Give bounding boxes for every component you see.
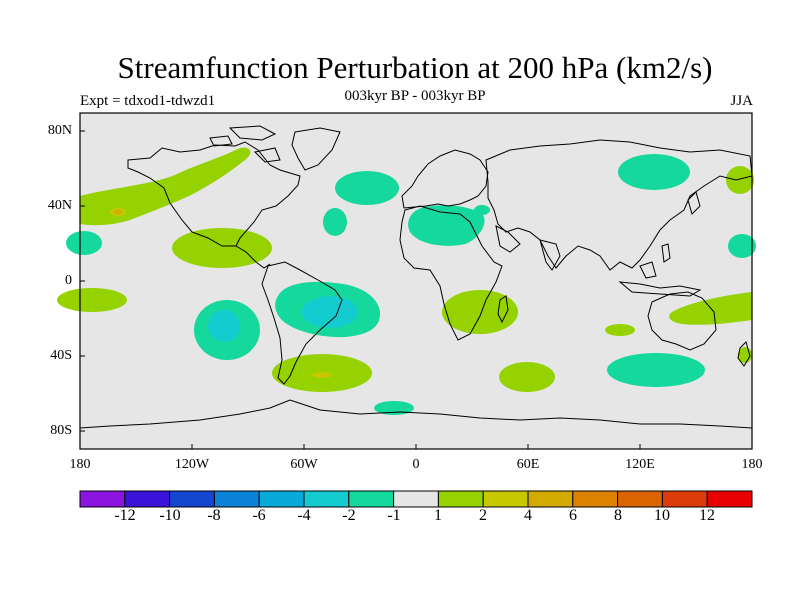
colorbar-label: 4: [524, 507, 532, 524]
colorbar-box-3: [169, 490, 215, 508]
x-tick-label: 120E: [625, 457, 655, 472]
y-tick-label: 40S: [50, 348, 72, 363]
contour-region: [114, 209, 122, 215]
contour-region: [208, 310, 240, 342]
contour-region: [172, 228, 272, 268]
y-tick-label: 0: [65, 273, 72, 288]
colorbar: [79, 490, 753, 508]
colorbar-box-14: [661, 490, 708, 508]
colorbar-label: 1: [434, 507, 442, 524]
coastline-madagascar: [497, 295, 509, 324]
colorbar-box-15: [706, 490, 753, 508]
contour-region: [335, 171, 399, 205]
colorbar-label: 10: [654, 507, 670, 524]
colorbar-box-5: [258, 490, 305, 508]
colorbar-label: -4: [297, 507, 311, 524]
coastline-indonesia: [618, 261, 702, 297]
y-tick-label: 40N: [47, 198, 72, 213]
colorbar-box-13: [617, 490, 663, 508]
colorbar-label: -6: [252, 507, 266, 524]
coastline-japan: [687, 191, 701, 215]
contour-region: [374, 401, 414, 415]
coastline-asia: [485, 139, 753, 271]
colorbar-label: -12: [114, 507, 136, 524]
coastline-europe: [401, 149, 489, 209]
contour-region: [726, 166, 754, 194]
coastline-greenland: [291, 127, 341, 171]
contour-fills: [57, 147, 756, 415]
contour-region: [607, 353, 705, 387]
contour-region: [66, 231, 102, 255]
coastline-arctic-islands: [209, 125, 281, 163]
colorbar-box-6: [303, 490, 350, 508]
coastline-india: [539, 239, 561, 271]
contour-region: [499, 362, 555, 392]
contour-region: [442, 290, 518, 334]
colorbar-label: 2: [479, 507, 487, 524]
y-tick-label: 80S: [50, 423, 72, 438]
colorbar-label: 12: [699, 507, 715, 524]
contour-region: [408, 205, 485, 246]
colorbar-label: -10: [159, 507, 181, 524]
coastline-new-zealand: [737, 341, 751, 367]
axis-ticks: [79, 130, 753, 449]
coastline-north-america: [127, 141, 301, 247]
colorbar-label: -8: [207, 507, 221, 524]
coastline-arabia: [495, 225, 521, 253]
colorbar-label: -1: [387, 507, 401, 524]
coastline-australia: [647, 291, 717, 351]
x-tick-label: 180: [69, 457, 91, 472]
contour-region: [618, 154, 690, 190]
colorbar-box-1: [79, 490, 126, 508]
colorbar-box-2: [124, 490, 171, 508]
contour-region: [57, 288, 127, 312]
colorbar-box-10: [482, 490, 529, 508]
x-tick-label: 60W: [290, 457, 318, 472]
colorbar-label: 8: [614, 507, 622, 524]
colorbar-box-9: [437, 490, 484, 508]
contour-region: [474, 205, 490, 215]
colorbar-box-11: [527, 490, 574, 508]
coastline-south-america: [261, 261, 343, 385]
colorbar-box-8: [393, 490, 439, 508]
colorbar-label: -2: [342, 507, 356, 524]
contour-region: [312, 372, 332, 378]
coastline-africa: [399, 205, 503, 341]
plot-title: Streamfunction Perturbation at 200 hPa (…: [117, 50, 713, 85]
coastlines: [79, 125, 753, 429]
contour-region: [323, 208, 347, 236]
coastline-central-america: [235, 245, 271, 269]
contour-region: [728, 234, 756, 258]
colorbar-box-12: [572, 490, 619, 508]
coastline-antarctica: [79, 399, 753, 429]
x-tick-label: 60E: [516, 457, 540, 472]
contour-region: [80, 147, 251, 226]
x-tick-label: 180: [741, 457, 763, 472]
contour-region: [605, 324, 635, 336]
colorbar-label: 6: [569, 507, 577, 524]
x-tick-label: 120W: [174, 457, 210, 472]
experiment-label: Expt = tdxod1-tdwzd1: [80, 93, 216, 109]
colorbar-box-4: [213, 490, 260, 508]
coastline-philippines: [661, 243, 671, 263]
x-tick-label: 0: [412, 457, 420, 472]
y-tick-label: 80N: [47, 123, 72, 138]
period-label: 003kyr BP - 003kyr BP: [344, 88, 486, 104]
colorbar-box-7: [348, 490, 395, 508]
contour-region: [302, 296, 358, 328]
season-label: JJA: [730, 93, 753, 109]
